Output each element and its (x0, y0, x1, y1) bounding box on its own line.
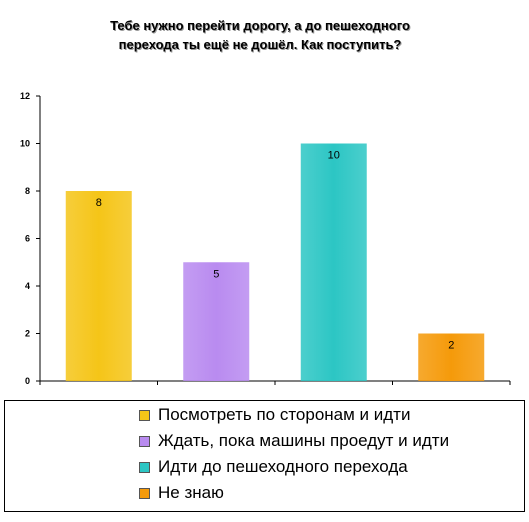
bar (65, 191, 132, 381)
bar-value-label: 2 (448, 340, 454, 352)
chart-title: Тебе нужно перейти дорогу, а до пешеходн… (40, 16, 480, 54)
legend-label: Идти до пешеходного перехода (158, 457, 408, 476)
legend-label: Не знаю (158, 483, 224, 502)
y-tick-label: 4 (25, 281, 30, 291)
legend-swatch (139, 435, 150, 447)
bar-value-label: 8 (96, 197, 102, 209)
legend-swatch (139, 487, 150, 499)
y-tick-label: 0 (25, 376, 30, 386)
y-tick-label: 2 (25, 329, 30, 339)
bar-chart: 0 2 4 6 8 10 12 8 5 10 2 (20, 91, 511, 386)
legend-item: Ждать, пока машины проедут и идти (139, 429, 449, 453)
y-tick-label: 12 (20, 91, 30, 101)
y-tick-label: 6 (25, 234, 30, 244)
legend: Посмотреть по сторонам и идти Ждать, пока… (4, 400, 525, 512)
legend-swatch (139, 409, 150, 421)
y-tick-label: 8 (25, 186, 30, 196)
legend-item: Посмотреть по сторонам и идти (139, 403, 410, 427)
bar (300, 143, 367, 381)
bar (183, 262, 250, 381)
legend-label: Посмотреть по сторонам и идти (158, 405, 411, 424)
y-tick-label: 10 (20, 139, 30, 149)
bar-value-label: 10 (328, 150, 340, 162)
chart-title-line-1: Тебе нужно перейти дорогу, а до пешеходн… (110, 18, 410, 33)
bar (418, 333, 485, 381)
legend-swatch (139, 461, 150, 473)
legend-label: Ждать, пока машины проедут и идти (158, 431, 450, 450)
bar-value-label: 5 (213, 268, 219, 280)
chart-title-line-2: перехода ты ещё не дошёл. Как поступить? (118, 37, 402, 52)
legend-item: Идти до пешеходного перехода (139, 455, 408, 479)
legend-item: Не знаю (139, 481, 224, 505)
